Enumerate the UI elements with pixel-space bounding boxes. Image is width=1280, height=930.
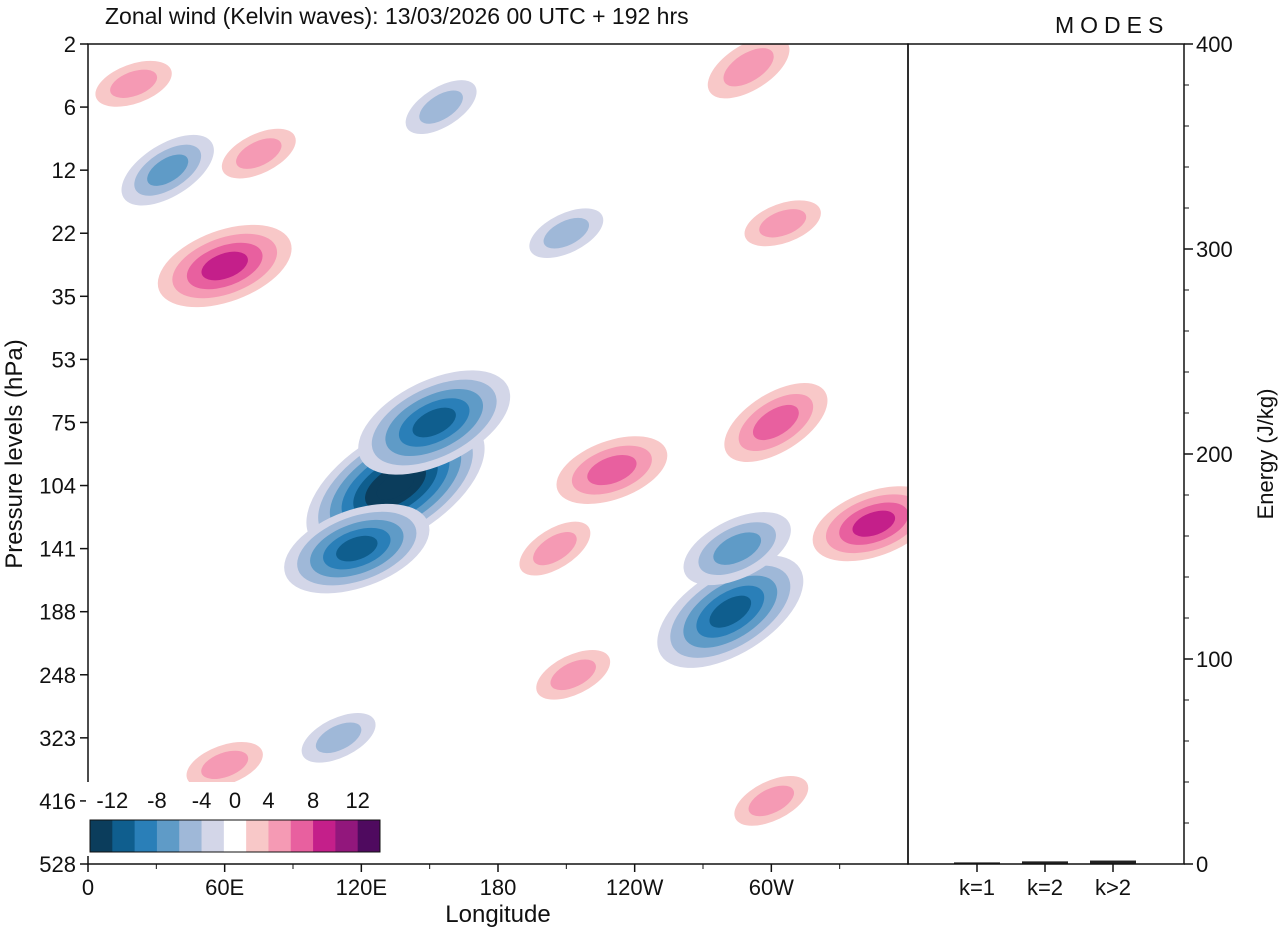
y-tick-label: 104: [39, 474, 76, 499]
x-tick-label: 60W: [749, 875, 794, 900]
contour-level: [759, 209, 807, 238]
contour-level: [752, 404, 799, 441]
contour-level: [587, 455, 637, 486]
y-tick-label: 528: [39, 852, 76, 877]
energy-bar: [1090, 860, 1136, 864]
contour-level: [336, 535, 378, 562]
energy-bar: [1022, 861, 1068, 864]
x-tick-label: 180: [480, 875, 517, 900]
y-axis-label: Pressure levels (hPa): [1, 339, 28, 568]
colorbar-swatch: [357, 820, 381, 852]
colorbar-swatch: [290, 820, 314, 852]
y-tick-label: 141: [39, 537, 76, 562]
x-tick-label: 0: [82, 875, 94, 900]
y-tick-label: 416: [39, 789, 76, 814]
colorbar-swatch: [335, 820, 359, 852]
y-tick-label: 22: [52, 221, 76, 246]
energy-tick-label: 100: [1196, 647, 1233, 672]
colorbar-swatch: [156, 820, 180, 852]
y-tick-label: 35: [52, 284, 76, 309]
contour-level: [147, 154, 189, 186]
x-tick-label: 120W: [606, 875, 664, 900]
colorbar-swatch: [90, 820, 113, 852]
colorbar-label: -12: [96, 788, 128, 813]
colorbar: -12 -8 -4 0 4 8 12: [86, 782, 384, 856]
y-tick-label: 75: [52, 410, 76, 435]
energy-panel: 0 100 200 300 400 k=1 k=2 k>2: [954, 32, 1233, 900]
energy-tick-label: 200: [1196, 442, 1233, 467]
energy-category-label: k=1: [959, 875, 995, 900]
colorbar-label: 8: [307, 788, 319, 813]
contour-level: [412, 407, 456, 438]
contour-level: [110, 69, 158, 98]
chart-title: Zonal wind (Kelvin waves): 13/03/2026 00…: [105, 3, 689, 29]
colorbar-label: 12: [345, 788, 369, 813]
plot-frame: [87, 43, 909, 865]
energy-bar: [954, 862, 1000, 864]
colorbar-label: 4: [262, 788, 274, 813]
contour-level: [236, 138, 282, 169]
colorbar-swatch: [201, 820, 225, 852]
energy-axis-label: Energy (J/kg): [1253, 389, 1278, 520]
contour-level: [709, 595, 752, 628]
energy-tick-label: 400: [1196, 32, 1233, 57]
energy-frame: [907, 43, 1185, 865]
y-tick-label: 188: [39, 600, 76, 625]
y-tick-label: 323: [39, 726, 76, 751]
contour-field: [95, 44, 908, 826]
y-tick-label: 6: [64, 95, 76, 120]
y-tick-label: 53: [52, 347, 76, 372]
colorbar-frame: [89, 819, 381, 853]
colorbar-swatch: [223, 820, 247, 852]
contour-level: [723, 48, 774, 87]
contour-level: [533, 532, 577, 566]
colorbar-label: -8: [147, 788, 167, 813]
contour-level: [748, 785, 795, 817]
contour-level: [852, 510, 896, 537]
colorbar-label: 0: [229, 788, 241, 813]
contour-level: [376, 470, 415, 501]
contour-level: [713, 532, 762, 565]
contour-level: [201, 750, 249, 780]
contour-level: [315, 722, 362, 754]
energy-category-label: k>2: [1095, 875, 1131, 900]
y-tick-label: 12: [52, 158, 76, 183]
modes-logo: MODES: [1055, 12, 1169, 38]
x-tick-label: 120E: [336, 875, 387, 900]
colorbar-swatch: [134, 820, 158, 852]
y-tick-label: 248: [39, 663, 76, 688]
contour-level: [201, 251, 248, 281]
y-tick-label: 2: [64, 32, 76, 57]
x-tick-label: 60E: [205, 875, 244, 900]
colorbar-swatch: [313, 820, 336, 852]
energy-category-label: k=2: [1027, 875, 1063, 900]
colorbar-swatch: [112, 820, 136, 852]
energy-tick-label: 0: [1196, 852, 1208, 877]
colorbar-label: -4: [192, 788, 212, 813]
y-axis: 2 6 12 22 35 53 75 104 141 188 248 323 416 528: [39, 32, 88, 877]
colorbar-swatch: [179, 820, 203, 852]
energy-tick-label: 300: [1196, 237, 1233, 262]
colorbar-swatch: [268, 820, 292, 852]
x-axis: 0 60E 120E 180 120W 60W: [82, 864, 841, 900]
contour-level: [550, 659, 596, 691]
contour-level: [543, 217, 590, 249]
colorbar-swatch: [246, 820, 269, 852]
contour-level: [419, 90, 463, 124]
x-axis-label: Longitude: [445, 901, 550, 928]
